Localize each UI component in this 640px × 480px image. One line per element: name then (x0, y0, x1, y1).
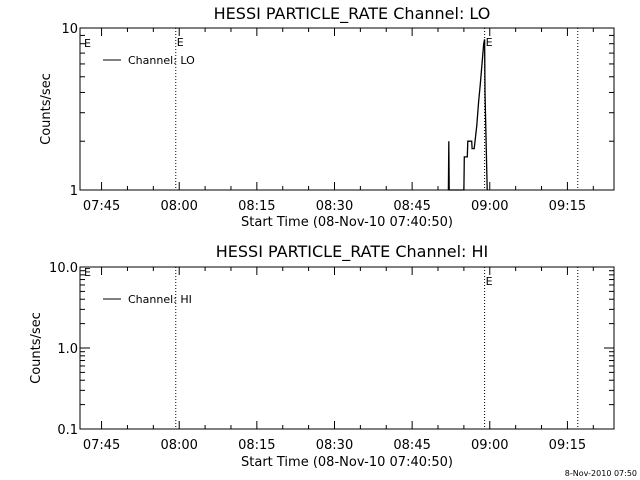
bottom-plot-frame (80, 267, 614, 429)
bottom-x-axis-label: Start Time (08-Nov-10 07:40:50) (241, 455, 453, 470)
bottom-legend-label: Channel: HI (128, 293, 192, 306)
top-x-tick-label: 08:00 (160, 199, 197, 214)
top-chart-title: HESSI PARTICLE_RATE Channel: LO (214, 4, 491, 24)
bottom-x-tick-label: 09:00 (471, 438, 508, 453)
top-x-tick-label: 09:15 (549, 199, 586, 214)
top-y-tick-label: 1 (70, 184, 78, 199)
top-x-tick-label: 07:45 (83, 199, 120, 214)
bottom-event-marker-label: E (486, 275, 493, 288)
top-y-tick-label: 10 (61, 22, 78, 37)
bottom-chart-title: HESSI PARTICLE_RATE Channel: HI (216, 242, 489, 262)
top-event-marker-label: E (486, 36, 493, 49)
bottom-y-tick-label: 0.1 (57, 423, 78, 438)
bottom-x-tick-label: 07:45 (83, 438, 120, 453)
top-x-tick-label: 08:45 (393, 199, 430, 214)
top-x-tick-label: 09:00 (471, 199, 508, 214)
bottom-chart-marks: 07:45 08:00 08:15 08:30 08:45 09:00 09:15 0.1 1.… (49, 261, 614, 453)
bottom-x-tick-label: 08:30 (316, 438, 353, 453)
top-chart-marks: 07:45 08:00 08:15 08:30 08:45 09:00 09:15 1 10 E E (61, 22, 614, 214)
bottom-x-tick-label: 08:00 (160, 438, 197, 453)
top-legend-label: Channel: LO (128, 54, 195, 67)
top-x-tick-label: 08:30 (316, 199, 353, 214)
top-corner-label: E (84, 37, 91, 50)
bottom-x-tick-label: 08:15 (238, 438, 275, 453)
plot-canvas: HESSI PARTICLE_RATE Channel: LO Counts/s… (0, 0, 640, 480)
bottom-corner-label: E (84, 266, 91, 279)
top-series-line (448, 39, 487, 190)
bottom-y-tick-label: 1.0 (57, 342, 78, 357)
top-x-axis-label: Start Time (08-Nov-10 07:40:50) (241, 215, 453, 230)
footer-timestamp: 8-Nov-2010 07:50 (565, 469, 637, 478)
top-event-marker-label: E (177, 36, 184, 49)
top-x-tick-label: 08:15 (238, 199, 275, 214)
top-plot-frame (80, 28, 614, 190)
top-y-axis-label: Counts/sec (39, 73, 54, 145)
bottom-x-tick-label: 09:15 (549, 438, 586, 453)
bottom-y-tick-label: 10.0 (49, 261, 78, 276)
bottom-y-axis-label: Counts/sec (29, 312, 44, 384)
bottom-x-tick-label: 08:45 (393, 438, 430, 453)
